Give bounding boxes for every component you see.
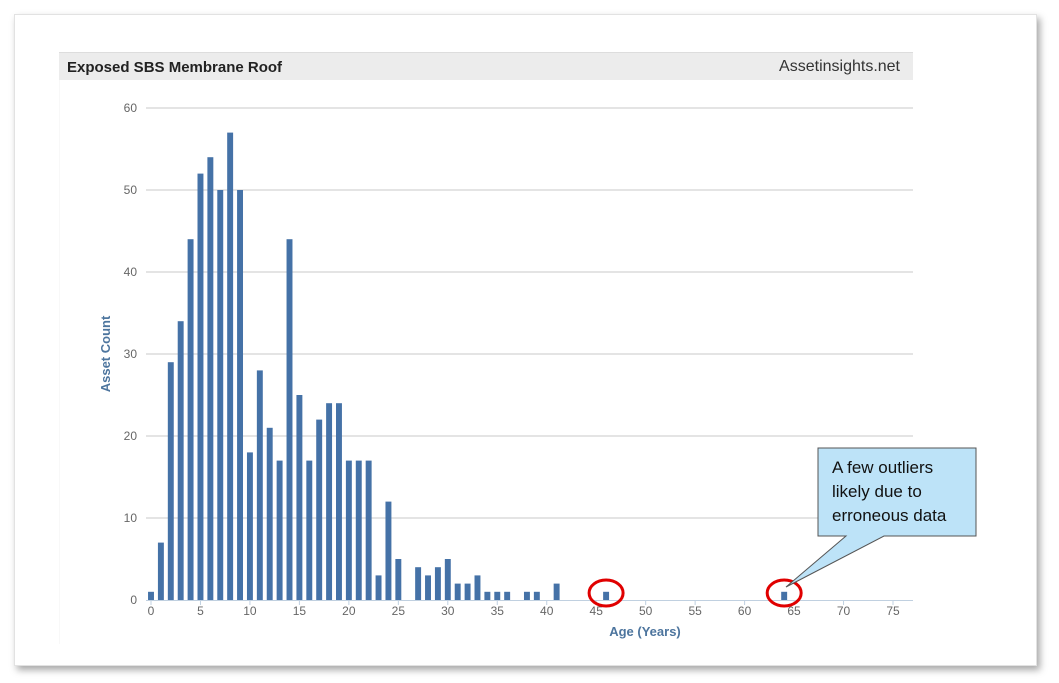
bar xyxy=(167,362,174,600)
x-tick-label: 50 xyxy=(639,604,653,618)
chart-title: Exposed SBS Membrane Roof xyxy=(67,59,283,76)
bar xyxy=(306,460,313,600)
bar xyxy=(494,591,501,600)
bar xyxy=(187,239,194,600)
bar xyxy=(336,403,342,600)
bar xyxy=(355,460,362,600)
outlier-highlight-circle xyxy=(765,578,803,608)
bar xyxy=(286,239,293,600)
bar xyxy=(425,575,431,600)
y-tick-label: 50 xyxy=(124,183,138,197)
y-tick-label: 40 xyxy=(124,265,138,279)
bar xyxy=(326,403,333,600)
bar xyxy=(484,591,491,600)
bar xyxy=(504,591,511,600)
bar xyxy=(474,575,481,600)
x-tick-label: 65 xyxy=(787,604,801,618)
bar xyxy=(316,419,323,600)
bar xyxy=(177,321,184,600)
bar xyxy=(296,395,303,600)
x-tick-label: 15 xyxy=(293,604,307,618)
bar xyxy=(523,591,530,600)
bar xyxy=(415,567,422,600)
bar xyxy=(553,583,560,600)
bar xyxy=(533,591,540,600)
bar xyxy=(256,370,263,600)
source-label: Assetinsights.net xyxy=(779,58,900,75)
bar xyxy=(246,452,253,600)
y-tick-label: 10 xyxy=(124,511,138,525)
bar xyxy=(157,542,164,600)
bar xyxy=(227,132,234,600)
x-tick-label: 30 xyxy=(441,604,455,618)
x-axis-title: Age (Years) xyxy=(609,624,681,639)
bar xyxy=(434,567,441,600)
x-tick-label: 35 xyxy=(491,604,505,618)
bar xyxy=(237,190,244,600)
x-tick-label: 5 xyxy=(197,604,204,618)
x-tick-label: 75 xyxy=(886,604,900,618)
bar xyxy=(365,460,372,600)
callout-line-1: A few outliers xyxy=(832,458,934,477)
bar xyxy=(276,460,283,600)
y-tick-label: 60 xyxy=(124,101,138,115)
bar xyxy=(197,173,204,600)
bar xyxy=(266,427,273,600)
y-tick-label: 20 xyxy=(124,429,138,443)
x-tick-label: 70 xyxy=(837,604,851,618)
x-tick-label: 20 xyxy=(342,604,356,618)
callout-box xyxy=(785,447,977,588)
y-tick-label: 0 xyxy=(130,593,137,607)
x-tick-label: 40 xyxy=(540,604,554,618)
chart-header: Exposed SBS Membrane Roof Assetinsights.… xyxy=(59,52,913,80)
x-tick-label: 45 xyxy=(590,604,604,618)
bar xyxy=(603,591,610,600)
outlier-highlight-circle xyxy=(587,578,625,608)
x-tick-label: 10 xyxy=(243,604,257,618)
bar xyxy=(444,559,451,600)
x-tick-label: 55 xyxy=(688,604,702,618)
y-axis-title: Asset Count xyxy=(98,315,113,392)
bar xyxy=(395,559,402,600)
x-tick-label: 0 xyxy=(148,604,155,618)
bar xyxy=(385,501,392,600)
x-tick-label: 25 xyxy=(392,604,406,618)
callout-text: A few outliers likely due to erroneous d… xyxy=(832,456,974,528)
bar xyxy=(217,190,224,600)
y-tick-label: 30 xyxy=(124,347,138,361)
callout-line-2: likely due to xyxy=(832,482,922,501)
bar xyxy=(345,460,352,600)
callout-line-3: erroneous data xyxy=(832,506,947,525)
bar xyxy=(148,591,154,600)
bar xyxy=(464,583,471,600)
x-tick-label: 60 xyxy=(738,604,752,618)
bar xyxy=(454,583,461,600)
bar xyxy=(781,591,788,600)
bar xyxy=(375,575,382,600)
bar xyxy=(207,157,214,600)
